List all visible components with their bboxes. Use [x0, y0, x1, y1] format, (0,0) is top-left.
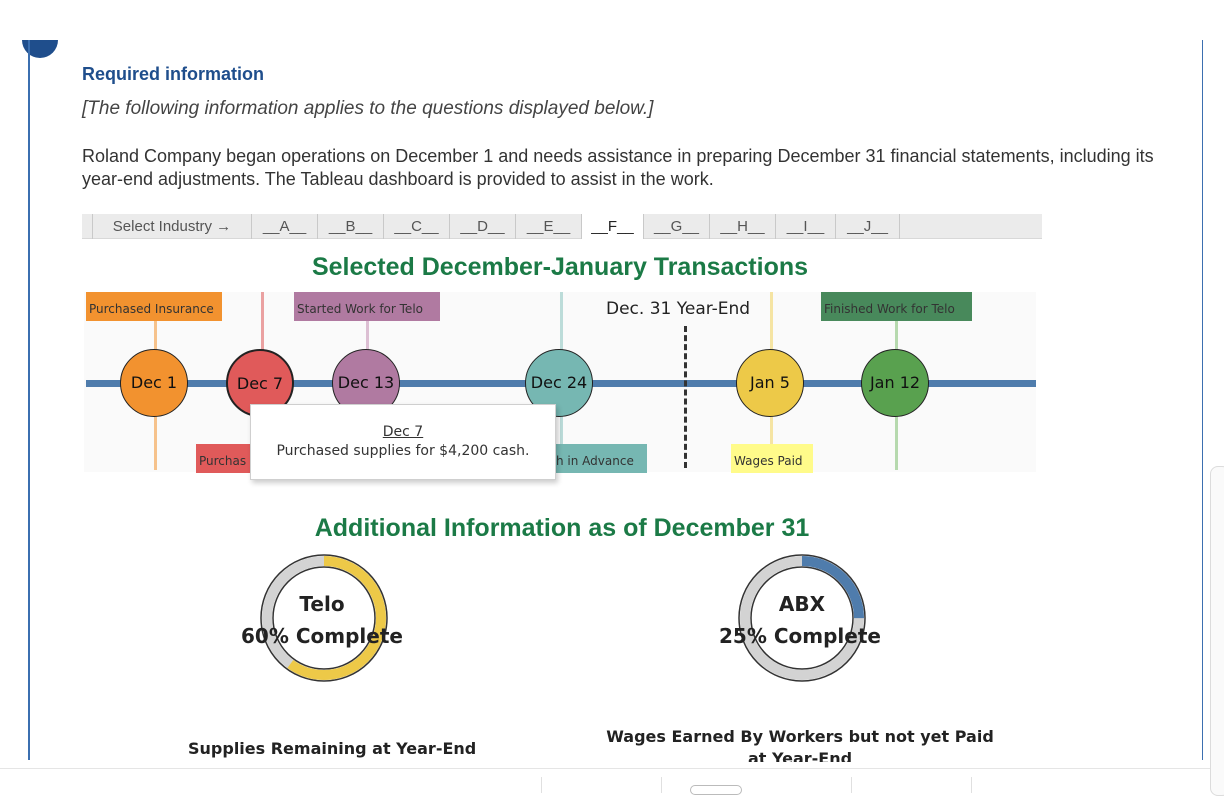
footer-control-icon[interactable] — [690, 785, 742, 795]
select-industry-label: Select Industry → — [92, 214, 252, 239]
footer-divider — [971, 777, 972, 793]
required-info-title: Required information — [82, 64, 265, 84]
year-end-label: Dec. 31 Year-End — [606, 299, 751, 319]
tab-industry-j[interactable]: __J__ — [836, 214, 900, 239]
tooltip: Dec 7 Purchased supplies for $4,200 cash… — [250, 404, 556, 480]
node-jan-12[interactable]: Jan 12 — [861, 349, 929, 417]
scrollbar[interactable] — [1210, 466, 1224, 796]
tab-industry-h[interactable]: __H__ — [710, 214, 776, 239]
supplies-remaining-label: Supplies Remaining at Year-End — [188, 739, 477, 758]
additional-info-title: Additional Information as of December 31 — [314, 514, 810, 542]
timeline-title: Selected December-January Transactions — [311, 253, 809, 281]
node-jan-5[interactable]: Jan 5 — [736, 349, 804, 417]
tab-industry-b[interactable]: __B__ — [318, 214, 384, 239]
footer-divider — [661, 777, 662, 793]
telo-status: 60% Complete — [241, 624, 403, 648]
footer-divider — [541, 777, 542, 793]
tooltip-date: Dec 7 — [382, 424, 424, 440]
tag-started-work-telo[interactable]: Started Work for Telo — [294, 292, 440, 321]
abx-donut-progress — [740, 556, 864, 680]
abx-status: 25% Complete — [719, 624, 881, 648]
tag-purchased-supplies[interactable]: Purchas — [196, 444, 256, 473]
intro-text: Roland Company began operations on Decem… — [82, 146, 1154, 189]
industry-tab-bar: Select Industry → __A__ __B__ __C__ __D_… — [82, 214, 1042, 239]
footer-bar — [0, 768, 1224, 795]
abx-name: ABX — [778, 592, 826, 616]
tab-industry-e[interactable]: __E__ — [516, 214, 582, 239]
tooltip-text: Purchased supplies for $4,200 cash. — [276, 443, 530, 459]
tag-cash-in-advance[interactable]: h in Advance — [553, 444, 647, 473]
tag-purchased-insurance[interactable]: Purchased Insurance — [86, 292, 222, 321]
abx-donut[interactable] — [730, 546, 874, 690]
year-end-marker — [684, 326, 687, 468]
telo-donut-progress — [262, 556, 386, 680]
tab-industry-f[interactable]: __F__ — [582, 214, 644, 239]
telo-name: Telo — [299, 592, 345, 616]
tag-wages-paid[interactable]: Wages Paid — [731, 444, 813, 473]
tab-industry-g[interactable]: __G__ — [644, 214, 710, 239]
step-badge — [22, 40, 58, 58]
tag-finished-work-telo[interactable]: Finished Work for Telo — [821, 292, 972, 321]
tab-industry-a[interactable]: __A__ — [252, 214, 318, 239]
wages-label-clip: Wages Earned By Workers but not yet Paid… — [600, 726, 1000, 762]
tab-industry-i[interactable]: __I__ — [776, 214, 836, 239]
tab-industry-d[interactable]: __D__ — [450, 214, 516, 239]
tab-industry-c[interactable]: __C__ — [384, 214, 450, 239]
footer-divider — [851, 777, 852, 793]
node-dec-24[interactable]: Dec 24 — [525, 349, 593, 417]
left-border — [28, 40, 30, 760]
telo-donut[interactable] — [252, 546, 396, 690]
right-border — [1202, 40, 1203, 760]
node-dec-1[interactable]: Dec 1 — [120, 349, 188, 417]
wages-earned-label: Wages Earned By Workers but not yet Paid… — [606, 727, 994, 762]
info-note: [The following information applies to th… — [82, 98, 654, 119]
